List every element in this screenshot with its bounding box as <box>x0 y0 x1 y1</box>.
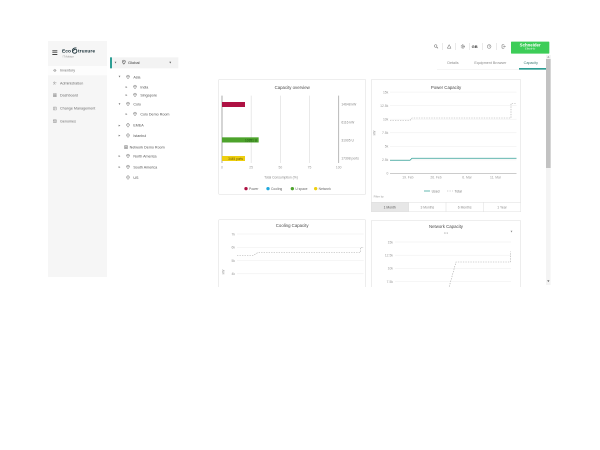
svg-text:Total: Total <box>455 189 462 193</box>
svg-text:11. Mar: 11. Mar <box>490 175 502 179</box>
svg-text:12.5k: 12.5k <box>385 254 393 258</box>
svg-text:6k: 6k <box>231 246 235 250</box>
svg-text:kW: kW <box>221 269 225 275</box>
svg-text:3445 ports: 3445 ports <box>228 157 243 161</box>
svg-text:1 Year: 1 Year <box>497 205 507 209</box>
svg-text:12.5k: 12.5k <box>380 104 388 108</box>
svg-text:U space: U space <box>295 187 307 191</box>
svg-text:Filter by: Filter by <box>374 195 385 199</box>
svg-text:6116 kW: 6116 kW <box>341 120 355 124</box>
svg-text:7.5k: 7.5k <box>387 280 394 284</box>
svg-text:10k: 10k <box>383 117 389 121</box>
svg-text:6 Months: 6 Months <box>458 205 472 209</box>
svg-text:25: 25 <box>249 165 253 169</box>
svg-text:6. Mar: 6. Mar <box>462 175 472 179</box>
svg-text:?: ? <box>488 44 490 48</box>
svg-text:2.5k: 2.5k <box>382 158 389 162</box>
svg-text:19. Feb: 19. Feb <box>402 175 413 179</box>
svg-text:26. Feb: 26. Feb <box>430 175 441 179</box>
svg-text:Network: Network <box>319 187 332 191</box>
svg-text:31905 U: 31905 U <box>341 138 354 142</box>
svg-text:14648 kW: 14648 kW <box>341 103 357 107</box>
svg-text:0: 0 <box>386 172 388 176</box>
svg-text:5k: 5k <box>231 259 235 263</box>
svg-text:5k: 5k <box>385 144 389 148</box>
svg-text:75: 75 <box>308 165 312 169</box>
svg-text:Power: Power <box>249 187 259 191</box>
svg-text:50: 50 <box>278 165 282 169</box>
svg-text:kW: kW <box>373 130 377 136</box>
svg-text:15k: 15k <box>388 240 394 244</box>
svg-text:7k: 7k <box>231 232 235 236</box>
svg-text:3 Months: 3 Months <box>420 205 434 209</box>
svg-text:17398 ports: 17398 ports <box>341 157 359 161</box>
svg-text:0: 0 <box>221 165 223 169</box>
svg-text:1 Month: 1 Month <box>384 205 396 209</box>
svg-text:4k: 4k <box>231 272 235 276</box>
svg-text:15k: 15k <box>383 90 389 94</box>
svg-text:100: 100 <box>336 165 342 169</box>
svg-text:Cooling: Cooling <box>271 187 282 191</box>
svg-text:Total Consumption (%): Total Consumption (%) <box>264 175 298 179</box>
svg-text:10k: 10k <box>388 267 394 271</box>
svg-text:Used: Used <box>432 189 440 193</box>
svg-text:10351 U: 10351 U <box>245 138 258 142</box>
svg-text:7.5k: 7.5k <box>382 131 389 135</box>
